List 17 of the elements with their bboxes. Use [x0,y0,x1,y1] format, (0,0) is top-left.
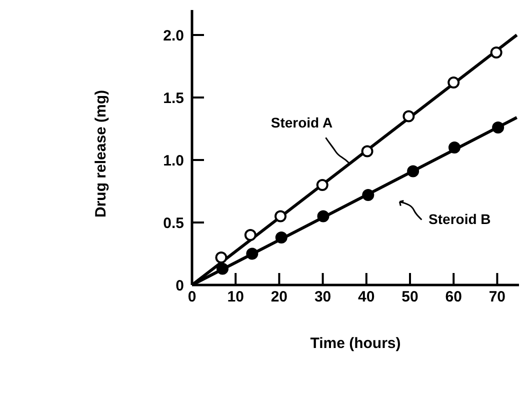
x-tick-label: 20 [270,288,288,306]
x-tick-label: 60 [445,288,462,306]
x-tick-label: 30 [314,288,332,306]
y-tick-label: 2.0 [163,27,184,44]
x-tick-label: 0 [188,288,196,306]
y-tick-label: 1.5 [163,90,184,107]
y-tick-label: 0.5 [163,214,184,232]
y-axis-title: Drug release (mg) [92,90,110,218]
legend-label: Steroid B [428,210,491,227]
y-tick-label: 1.0 [163,152,184,170]
x-tick-label: 10 [227,288,244,306]
x-tick-label: 40 [358,288,375,306]
x-tick-label: 70 [488,288,506,306]
x-axis-title: Time (hours) [310,335,401,352]
x-tick-label: 50 [402,288,418,306]
text: Steroid A [270,114,333,131]
y-tick-label: 0 [176,277,184,294]
